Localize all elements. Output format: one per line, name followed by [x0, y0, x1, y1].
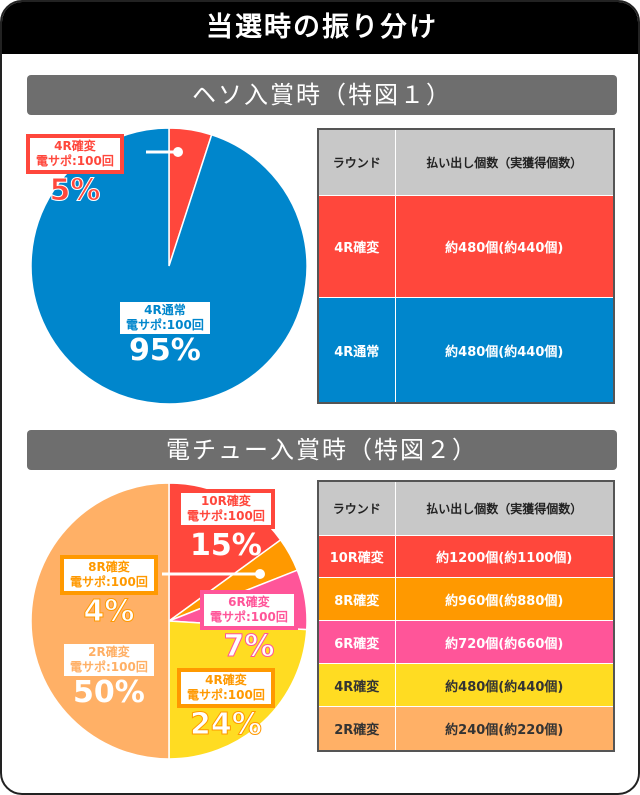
table-row: 2R確変 約240個(約220個) [317, 706, 615, 752]
table-row: 8R確変 約960個(約880個) [317, 577, 615, 622]
label-category: 10R確変 [200, 494, 251, 508]
pie2-label-4r: 4R確変 電サポ:100回 24% [177, 668, 275, 742]
label-category: 6R確変 [228, 595, 270, 609]
label-sublabel: 電サポ:100回 [210, 610, 288, 624]
label-sublabel: 電サポ:100回 [187, 509, 265, 523]
cell-payout: 約1200個(約1100個) [394, 534, 615, 579]
cell-payout: 約480個(約440個) [394, 663, 615, 708]
cell-round: 2R確変 [317, 706, 396, 752]
pie2-label-6r: 6R確変 電サポ:100回 7% [200, 590, 298, 664]
label-percent: 5% [49, 173, 101, 208]
cell-payout: 約720個(約660個) [394, 620, 615, 665]
header-payout: 払い出し個数（実獲得個数） [394, 480, 615, 536]
pie2-label-2r: 2R確変 電サポ:100回 50% [64, 644, 154, 710]
table-row: 4R通常 約480個(約440個) [317, 297, 615, 404]
table-row: 4R確変 約480個(約440個) [317, 663, 615, 708]
label-percent: 95% [129, 333, 201, 368]
leader-dot [173, 147, 183, 157]
payout-table-1: ラウンド 払い出し個数（実獲得個数） 4R確変 約480個(約440個) 4R通常約… [317, 128, 615, 404]
label-percent: 4% [83, 594, 135, 629]
pie1-label-4r-tsujo: 4R通常 電サポ:100回 95% [120, 302, 210, 368]
table-row: 6R確変 約720個(約660個) [317, 620, 615, 665]
label-percent: 50% [73, 675, 145, 710]
section-title-1: ヘソ入賞時（特図１） [27, 75, 617, 115]
pie2-label-8r: 8R確変 電サポ:100回 4% [60, 555, 158, 629]
label-percent: 7% [223, 629, 275, 664]
cell-round: 4R確変 [317, 194, 396, 299]
payout-table-2: ラウンド 払い出し個数（実獲得個数） 10R確変 約1200個(約1100個) 8R… [317, 480, 615, 752]
header-round: ラウンド [317, 128, 396, 196]
pie1-label-4r-kakuhen: 4R確変 電サポ:100回 5% [26, 134, 124, 208]
cell-round: 6R確変 [317, 620, 396, 665]
cell-payout: 約960個(約880個) [394, 577, 615, 622]
cell-payout: 約240個(約220個) [394, 706, 615, 752]
header-payout: 払い出し個数（実獲得個数） [394, 128, 615, 196]
pie1-slice-1 [30, 127, 308, 405]
label-category: 4R通常 [144, 303, 186, 317]
label-sublabel: 電サポ:100回 [126, 318, 204, 332]
cell-payout: 約480個(約440個) [394, 297, 615, 404]
cell-round: 4R確変 [317, 663, 396, 708]
cell-round: 10R確変 [317, 534, 396, 579]
label-category: 2R確変 [88, 645, 130, 659]
label-sublabel: 電サポ:100回 [70, 660, 148, 674]
label-category: 4R確変 [205, 673, 247, 687]
cell-round: 4R通常 [317, 297, 396, 404]
section-title-2: 電チュー入賞時（特図２） [27, 430, 617, 470]
pie2-slice-4 [30, 482, 170, 760]
header-round: ラウンド [317, 480, 396, 536]
label-sublabel: 電サポ:100回 [70, 575, 148, 589]
table-row: 4R確変 約480個(約440個) [317, 194, 615, 299]
leader-dot [255, 569, 265, 579]
label-percent: 15% [190, 528, 262, 563]
label-sublabel: 電サポ:100回 [187, 688, 265, 702]
pie2-label-10r: 10R確変 電サポ:100回 15% [177, 489, 275, 563]
cell-payout: 約480個(約440個) [394, 194, 615, 299]
label-sublabel: 電サポ:100回 [36, 154, 114, 168]
label-category: 8R確変 [88, 560, 130, 574]
cell-round: 8R確変 [317, 577, 396, 622]
label-category: 4R確変 [54, 139, 96, 153]
page-title: 当選時の振り分け [2, 2, 638, 54]
table-row: 10R確変 約1200個(約1100個) [317, 534, 615, 579]
label-percent: 24% [190, 707, 263, 742]
